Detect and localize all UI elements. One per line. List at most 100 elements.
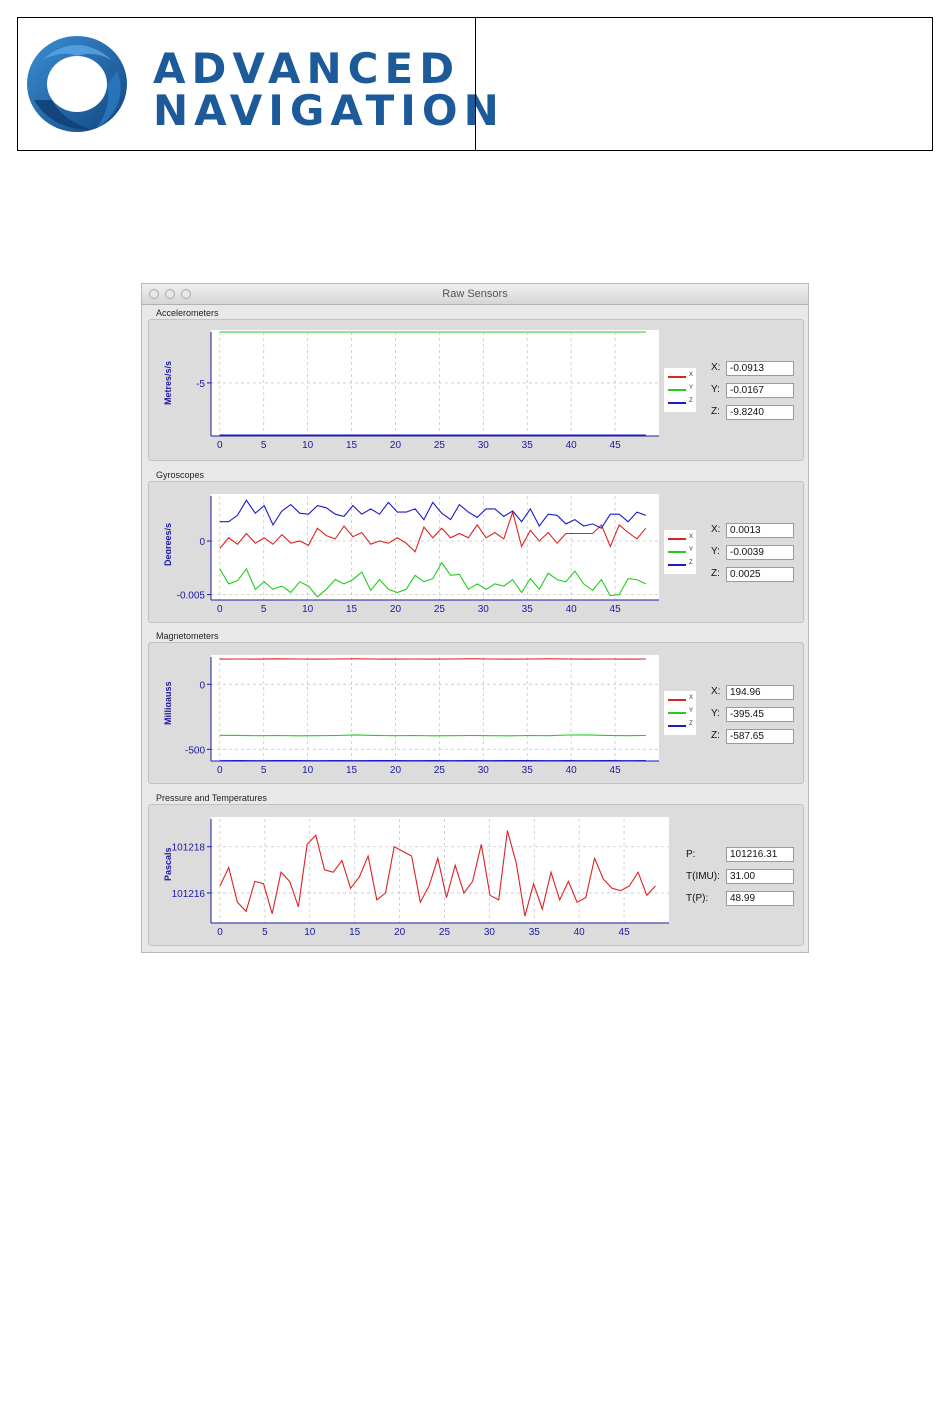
pressure-timu-label: T(IMU):	[686, 871, 720, 882]
gyro-x-field[interactable]: 0.0013	[726, 523, 794, 538]
mag-z-label: Z:	[711, 730, 720, 741]
x-tick-label: 15	[346, 765, 358, 776]
magnetometers-legend: X Y Z	[663, 690, 697, 736]
magnetometers-section-title: Magnetometers	[156, 631, 219, 641]
x-tick-label: 45	[610, 440, 622, 451]
logo-text-advanced: ADVANCED	[153, 44, 461, 93]
window-titlebar[interactable]: Raw Sensors	[142, 284, 808, 305]
legend-x-line	[668, 376, 686, 378]
x-tick-label: 10	[302, 440, 314, 451]
gyro-z-field[interactable]: 0.0025	[726, 567, 794, 582]
accelerometers-panel: Metres/s/s 0 5 10 15 20 25 30 35 40 45 -5 X Y Z X:…	[148, 319, 804, 461]
gyroscopes-panel: Degrees/s 0 5 10 15 20 25 30 35 40 45 0 -0.005 X Y …	[148, 481, 804, 623]
accel-z-field[interactable]: -9.8240	[726, 405, 794, 420]
accel-x-label: X:	[711, 362, 721, 373]
advanced-navigation-logo-icon	[27, 36, 127, 132]
x-tick-label: 10	[304, 927, 316, 938]
series-line-x	[219, 510, 647, 553]
plot-area	[211, 332, 659, 436]
x-tick-label: 30	[478, 604, 490, 615]
magnetometers-panel: Milligauss 0 5 10 15 20 25 30 35 40 45 0 -500 X Y Z…	[148, 642, 804, 784]
axis-margin	[171, 817, 211, 941]
y-tick-label: 101218	[172, 843, 206, 854]
pressure-tp-label: T(P):	[686, 893, 709, 904]
x-tick-label: 45	[619, 927, 631, 938]
axis-margin	[171, 494, 211, 618]
x-tick-label: 20	[394, 927, 406, 938]
gyro-z-label: Z:	[711, 568, 720, 579]
x-tick-label: 40	[574, 927, 586, 938]
legend-x-label: X	[689, 372, 694, 378]
header-divider	[475, 18, 476, 150]
pressure-p-label: P:	[686, 849, 696, 860]
legend-y-label: Y	[689, 708, 694, 714]
legend-z-label: Z	[689, 398, 693, 404]
x-tick-label: 45	[610, 765, 622, 776]
x-tick-label: 20	[390, 765, 402, 776]
gyro-x-label: X:	[711, 524, 721, 535]
pressure-timu-field[interactable]: 31.00	[726, 869, 794, 884]
x-tick-label: 0	[217, 927, 223, 938]
plot-area	[211, 819, 669, 923]
y-tick-label: -5	[196, 379, 205, 390]
y-tick-label: -500	[185, 745, 205, 756]
series-line-p	[219, 830, 656, 917]
legend-x-line	[668, 538, 686, 540]
x-tick-label: 10	[302, 604, 314, 615]
axis-margin	[171, 600, 671, 618]
x-tick-label: 40	[566, 440, 578, 451]
x-tick-label: 30	[478, 765, 490, 776]
gyroscopes-legend: X Y Z	[663, 529, 697, 575]
accel-y-label: Y:	[711, 384, 720, 395]
legend-y-line	[668, 551, 686, 553]
x-tick-label: 5	[261, 765, 267, 776]
accel-x-field[interactable]: -0.0913	[726, 361, 794, 376]
legend-y-line	[668, 389, 686, 391]
axis-margin	[171, 923, 681, 941]
pressure-p-field[interactable]: 101216.31	[726, 847, 794, 862]
mag-x-field[interactable]: 194.96	[726, 685, 794, 700]
legend-z-label: Z	[689, 721, 693, 727]
mag-y-label: Y:	[711, 708, 720, 719]
x-tick-label: 15	[346, 604, 358, 615]
x-tick-label: 25	[439, 927, 451, 938]
minimize-window-button[interactable]	[165, 289, 175, 299]
gyroscopes-section-title: Gyroscopes	[156, 470, 205, 480]
close-window-button[interactable]	[149, 289, 159, 299]
mag-z-field[interactable]: -587.65	[726, 729, 794, 744]
x-tick-label: 25	[434, 604, 446, 615]
x-tick-label: 15	[349, 927, 361, 938]
y-tick-label: 0	[199, 537, 205, 548]
x-tick-label: 25	[434, 440, 446, 451]
y-tick-label: -0.005	[177, 591, 206, 602]
zoom-window-button[interactable]	[181, 289, 191, 299]
axis-margin	[171, 655, 211, 779]
mag-y-field[interactable]: -395.45	[726, 707, 794, 722]
gyro-y-field[interactable]: -0.0039	[726, 545, 794, 560]
y-tick-label: 101216	[172, 889, 206, 900]
plot-area	[211, 657, 659, 761]
legend-z-line	[668, 564, 686, 566]
x-tick-label: 35	[522, 604, 534, 615]
x-tick-label: 35	[522, 440, 534, 451]
window-title: Raw Sensors	[442, 288, 508, 300]
x-tick-label: 20	[390, 440, 402, 451]
x-tick-label: 0	[217, 440, 223, 451]
x-tick-label: 35	[522, 765, 534, 776]
series-line-y	[219, 734, 646, 737]
series-line-z	[219, 499, 646, 529]
gyroscopes-chart: 0 5 10 15 20 25 30 35 40 45 0 -0.005	[171, 494, 671, 618]
plot-area	[211, 496, 659, 600]
accel-y-field[interactable]: -0.0167	[726, 383, 794, 398]
legend-y-label: Y	[689, 547, 694, 553]
x-tick-label: 0	[217, 765, 223, 776]
axis-margin	[171, 761, 671, 779]
pressure-tp-field[interactable]: 48.99	[726, 891, 794, 906]
accelerometers-legend: X Y Z	[663, 367, 697, 413]
accelerometers-section-title: Accelerometers	[156, 308, 219, 318]
series-line-y	[219, 561, 647, 598]
x-tick-label: 10	[302, 765, 314, 776]
pressure-section-title: Pressure and Temperatures	[156, 793, 267, 803]
x-tick-label: 30	[484, 927, 496, 938]
gyro-y-label: Y:	[711, 546, 720, 557]
